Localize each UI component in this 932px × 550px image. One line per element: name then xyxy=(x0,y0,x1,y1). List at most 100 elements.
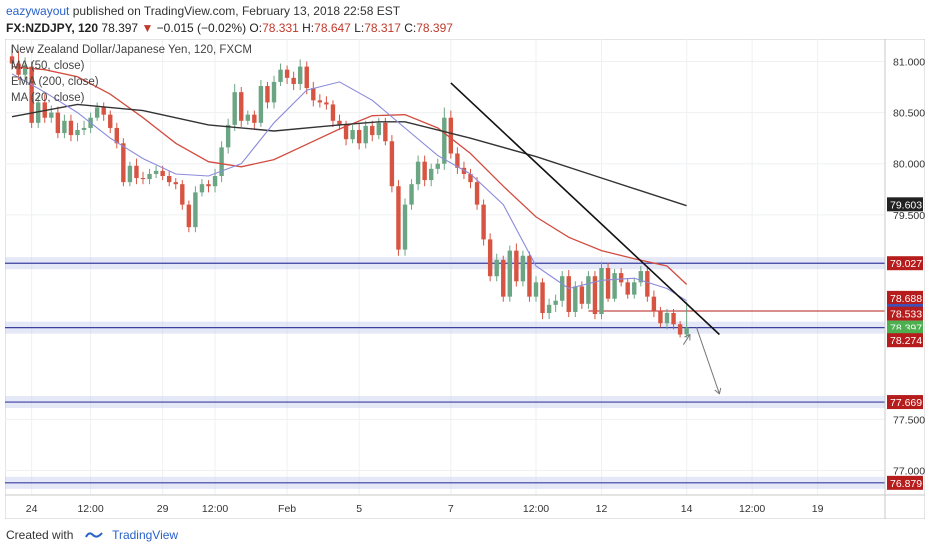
candle-body xyxy=(68,120,74,136)
candle-body xyxy=(36,102,41,123)
candle-body xyxy=(180,184,185,205)
open-label: O: xyxy=(249,21,263,35)
candle-body xyxy=(311,88,316,101)
x-tick-label: 19 xyxy=(812,503,824,515)
price-tag-label: 78.533 xyxy=(890,309,922,321)
candle-body xyxy=(356,129,362,144)
x-tick-label: 12:00 xyxy=(739,503,765,515)
price-tag-79.603 xyxy=(887,197,923,212)
candle-body xyxy=(468,173,473,183)
projection-arrowhead-0 xyxy=(684,333,691,341)
candle-body xyxy=(75,129,80,136)
candle-body xyxy=(239,92,244,121)
chart-background xyxy=(5,39,925,519)
footer: Created with TradingView xyxy=(6,528,178,542)
projection-arrow-0 xyxy=(682,334,691,345)
y-tick-label: 77.000 xyxy=(893,465,925,477)
candle-body xyxy=(153,170,159,174)
candle-body xyxy=(677,324,683,335)
candle-body xyxy=(304,66,309,89)
projection-arrowhead-1 xyxy=(714,387,722,395)
candle-body xyxy=(402,204,408,250)
chart-grid xyxy=(5,39,925,519)
created-with-text: Created with xyxy=(6,528,74,542)
candle-body xyxy=(429,168,434,181)
candle-body xyxy=(317,100,323,103)
open-value: 78.331 xyxy=(262,21,299,35)
candle-body xyxy=(258,86,264,123)
y-tick-label: 80.500 xyxy=(893,108,925,120)
candle-body xyxy=(389,141,395,187)
trendline xyxy=(450,82,720,336)
candle-body xyxy=(173,182,178,185)
time-axis: 24 12:00 29 12:00 Feb 5 7 12:00 12 14 12:00 19 xyxy=(5,494,925,515)
author-link[interactable]: eazywayout xyxy=(6,4,70,18)
candle-body xyxy=(186,204,192,228)
x-tick-label: 5 xyxy=(356,503,362,515)
high-value: 78.647 xyxy=(314,21,351,35)
candle-body xyxy=(167,176,172,183)
candle-body xyxy=(573,286,578,312)
tradingview-logo-icon xyxy=(84,532,103,538)
candle-body xyxy=(219,147,224,177)
candle-body xyxy=(671,313,676,325)
candle-body xyxy=(481,204,486,240)
candle-body xyxy=(49,112,54,118)
price-tag-78.688 xyxy=(887,290,923,305)
candle-body xyxy=(232,92,237,125)
candle-body xyxy=(487,239,493,277)
symbol-name[interactable]: FX:NZDJPY, 120 xyxy=(6,21,99,35)
candle-body xyxy=(160,170,165,177)
legend-ma50[interactable]: MA (50, close) xyxy=(11,60,85,72)
price-chart[interactable]: 81.000 80.500 80.000 79.500 77.500 77.000 79.6… xyxy=(5,39,925,519)
candle-body xyxy=(212,176,218,187)
x-tick-label: 29 xyxy=(157,503,169,515)
candle-body xyxy=(62,120,67,134)
candle-body xyxy=(651,296,657,311)
series-line-1 xyxy=(11,103,687,207)
drawings xyxy=(450,82,722,395)
y-tick-label: 77.500 xyxy=(893,414,925,426)
candle-body xyxy=(540,282,545,314)
candle-body xyxy=(507,250,512,297)
candle-body xyxy=(579,286,585,304)
candle-body xyxy=(560,276,565,301)
candle-body xyxy=(448,117,454,154)
candle-body xyxy=(265,86,270,103)
candle-body xyxy=(638,271,643,283)
candle-body xyxy=(612,273,617,299)
candle-body xyxy=(206,184,211,187)
legend-ma20[interactable]: MA (20, close) xyxy=(11,92,85,104)
price-axis: 81.000 80.500 80.000 79.500 77.500 77.000 79.6… xyxy=(884,39,925,519)
price-change: −0.015 (−0.02%) xyxy=(156,21,247,35)
candle-body xyxy=(645,271,650,297)
candlesticks xyxy=(9,45,689,338)
price-tag-78.533 xyxy=(887,306,923,321)
candle-body xyxy=(553,300,558,305)
tradingview-brand[interactable]: TradingView xyxy=(112,528,179,542)
legend-ema200[interactable]: EMA (200, close) xyxy=(11,76,99,88)
candle-body xyxy=(291,77,296,84)
candle-body xyxy=(225,124,231,148)
x-tick-label: 14 xyxy=(681,503,693,515)
candle-body xyxy=(16,63,21,75)
candle-body xyxy=(252,114,257,123)
candle-body xyxy=(422,161,427,181)
candle-body xyxy=(415,161,421,185)
candle-body xyxy=(114,127,119,144)
candle-body xyxy=(324,102,329,105)
x-tick-label: 7 xyxy=(448,503,454,515)
price-tag-79.027 xyxy=(887,256,923,271)
projection-arrow-1 xyxy=(696,327,720,394)
moving-averages xyxy=(11,65,688,302)
chart-title-legend: New Zealand Dollar/Japanese Yen, 120, FX… xyxy=(11,44,253,56)
candle-body xyxy=(363,125,368,144)
candle-body xyxy=(193,192,198,228)
candle-body xyxy=(684,327,689,335)
candle-body xyxy=(22,66,28,75)
candle-body xyxy=(658,310,663,324)
candle-body xyxy=(605,268,611,299)
y-tick-label: 81.000 xyxy=(893,56,925,68)
candle-body xyxy=(409,184,414,205)
candle-body xyxy=(501,259,506,297)
